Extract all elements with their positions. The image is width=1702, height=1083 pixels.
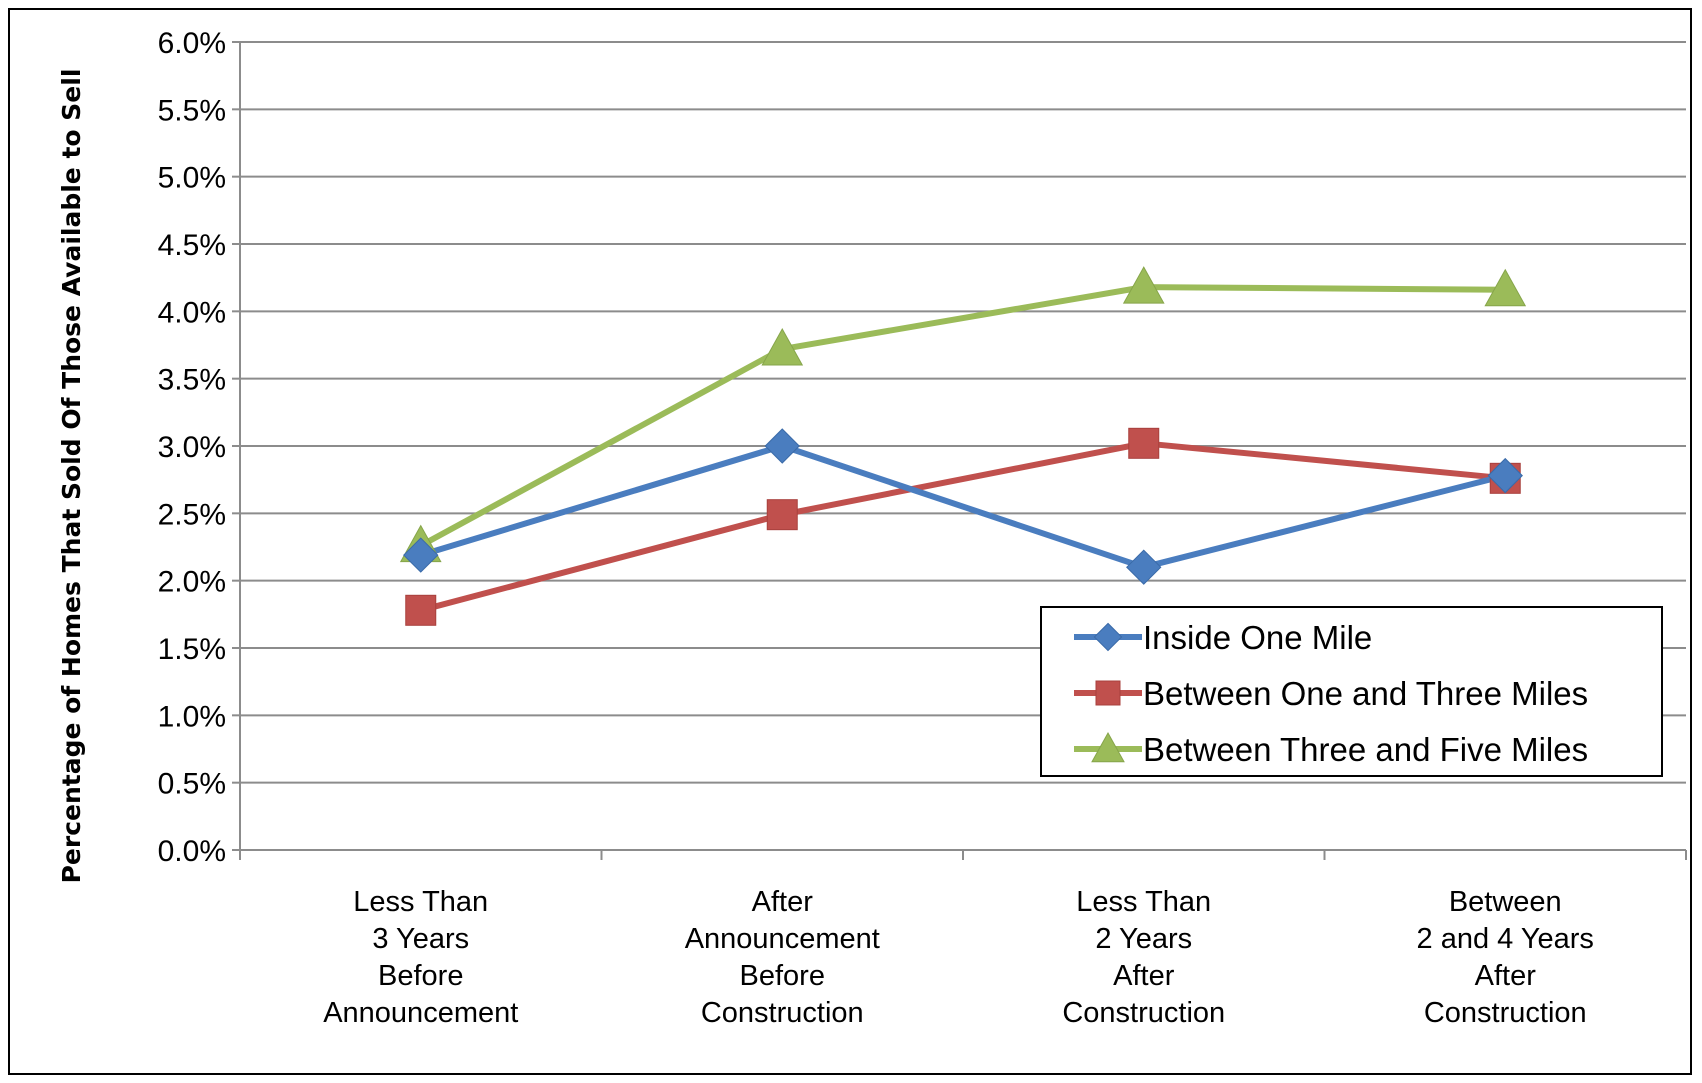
legend: Inside One Mile Between One and Three Mil…: [1040, 606, 1663, 777]
x-category-label-line: 3 Years: [372, 923, 469, 955]
data-point-diamond: [1126, 549, 1162, 585]
x-category-label-line: After: [1113, 960, 1175, 992]
series-line: [419, 440, 1506, 614]
legend-label: Inside One Mile: [1143, 619, 1372, 656]
x-category-label-line: After: [752, 886, 814, 918]
y-axis-title: Percentage of Homes That Sold Of Those A…: [57, 69, 86, 884]
x-category-label: Less Than 3 Years Before Announcement: [323, 886, 518, 1029]
x-category-label-line: After: [1475, 960, 1537, 992]
x-category-label-line: Before: [378, 960, 463, 992]
x-category-label: Less Than 2 Years After Construction: [1062, 886, 1225, 1029]
y-tick-label: 0.5%: [158, 768, 226, 801]
y-tick-label: 4.0%: [158, 296, 226, 329]
legend-label: Between One and Three Miles: [1143, 675, 1588, 712]
data-point-square: [1128, 427, 1160, 459]
y-tick-label: 3.0%: [158, 431, 226, 464]
gridlines: [240, 41, 1686, 784]
data-point-triangle: [761, 328, 804, 366]
x-category-label-line: Construction: [1062, 997, 1225, 1029]
series-line: [419, 443, 1506, 571]
x-category-label-line: Announcement: [685, 923, 880, 955]
x-category-label-line: 2 and 4 Years: [1417, 923, 1594, 955]
y-tick-label: 6.0%: [158, 27, 226, 60]
y-tick-label: 2.5%: [158, 498, 226, 531]
y-tick-label: 2.0%: [158, 566, 226, 599]
y-tick-label: 0.0%: [158, 835, 226, 868]
x-category-label-line: Announcement: [323, 997, 518, 1029]
data-point-diamond: [764, 428, 800, 464]
y-tick-label: 3.5%: [158, 364, 226, 397]
y-axis-label: Percentage of Homes That Sold Of Those A…: [57, 69, 86, 884]
y-tick-labels: 0.0% 0.5% 1.0% 1.5% 2.0% 2.5% 3.0% 3.5% 4.0% 4.5%…: [158, 27, 226, 868]
data-point-square: [405, 594, 437, 626]
x-category-label-line: Construction: [701, 997, 864, 1029]
data-point-triangle: [1122, 266, 1165, 304]
series-line: [419, 284, 1506, 549]
chart-frame: [8, 8, 1692, 1075]
x-category-label: After Announcement Before Construction: [685, 886, 880, 1029]
y-tick-label: 5.5%: [158, 94, 226, 127]
data-point-diamond: [1487, 457, 1523, 494]
y-tick-label: 5.0%: [158, 162, 226, 195]
data-series: [399, 266, 1527, 626]
data-point-square: [766, 499, 798, 531]
data-point-square: [1095, 680, 1121, 706]
x-category-label-line: Construction: [1424, 997, 1587, 1029]
legend-box: [1040, 606, 1663, 777]
data-point-diamond: [1093, 622, 1123, 652]
y-tick-label: 1.5%: [158, 633, 226, 666]
legend-label: Between Three and Five Miles: [1143, 731, 1588, 768]
x-category-label-line: Less Than: [353, 886, 488, 918]
x-category-label: Between 2 and 4 Years After Construction: [1417, 886, 1594, 1029]
x-category-label-line: 2 Years: [1095, 923, 1192, 955]
x-category-label-line: Between: [1449, 886, 1562, 918]
x-category-label-line: Less Than: [1076, 886, 1211, 918]
x-category-label-line: Before: [740, 960, 825, 992]
y-tick-label: 4.5%: [158, 229, 226, 262]
axes: [232, 41, 1687, 860]
data-point-triangle: [1484, 268, 1527, 307]
y-tick-label: 1.0%: [158, 700, 226, 733]
data-point-triangle: [1091, 731, 1125, 763]
data-point-diamond: [403, 537, 439, 573]
